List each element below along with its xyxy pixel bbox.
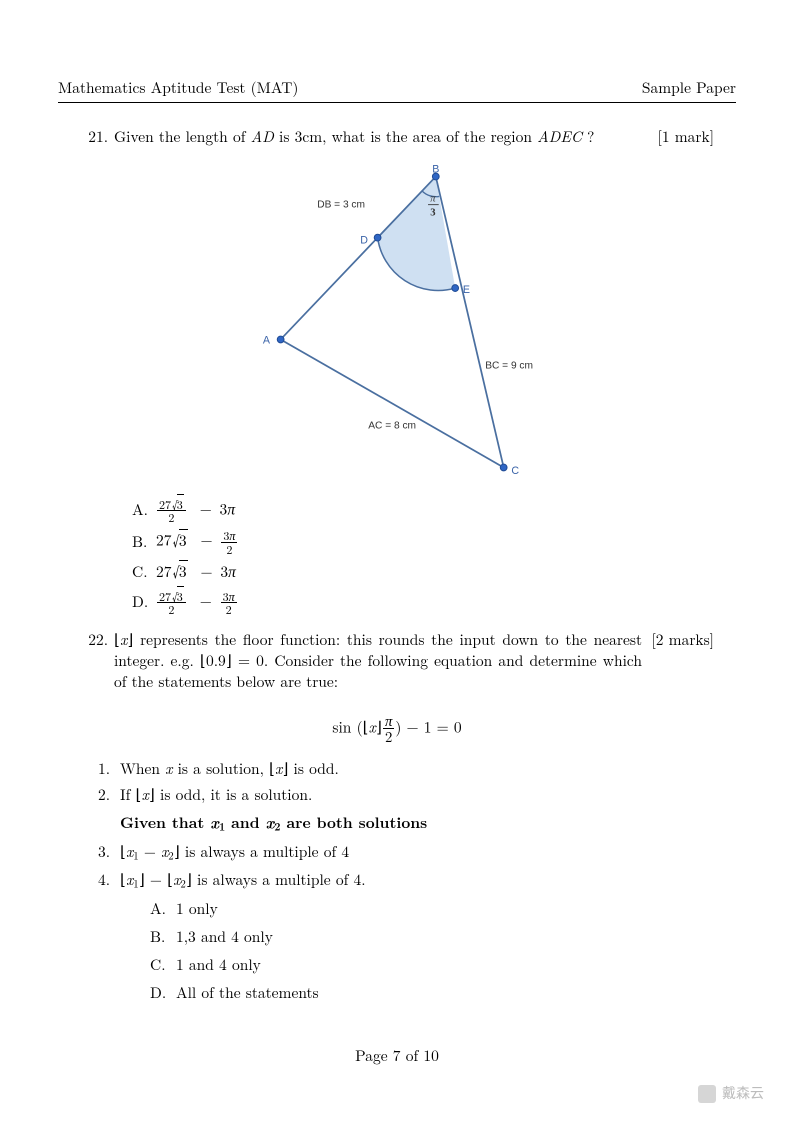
q22-equation: sin (⌊x⌋π2) − 1 = 0 xyxy=(80,713,714,745)
q21-marks: [1 mark] xyxy=(642,127,714,148)
watermark: 戴森云 xyxy=(698,1084,764,1103)
q21-option-B: B. 273 − 3π2 xyxy=(132,529,714,555)
q22-stmt-4: 4. ⌊x1⌋ − ⌊x2⌋ is always a multiple of 4… xyxy=(98,870,714,892)
q22-number: 22. xyxy=(80,630,114,651)
q22-statements: 1. When x is a solution, ⌊x⌋ is odd. 2. … xyxy=(98,759,714,893)
q21-number: 21. xyxy=(80,127,114,148)
watermark-text: 戴森云 xyxy=(722,1084,764,1103)
header-right: Sample Paper xyxy=(642,78,736,99)
label-BC: BC = 9 cm xyxy=(485,360,533,371)
q21-figure: B A C D E DB = 3 cm BC = 9 cm AC = 8 cm … xyxy=(80,162,714,488)
q22-stmt-2: 2. If ⌊x⌋ is odd, it is a solution. xyxy=(98,785,714,806)
q21-options: A. 2732 − 3π B. 273 − 3π2 C. 273 − xyxy=(132,498,714,616)
triangle-diagram: B A C D E DB = 3 cm BC = 9 cm AC = 8 cm … xyxy=(237,162,557,482)
header-left: Mathematics Aptitude Test (MAT) xyxy=(58,78,298,99)
label-C: C xyxy=(511,465,519,477)
q22-text: ⌊x⌋ represents the floor function: this … xyxy=(114,630,642,693)
label-A: A xyxy=(263,334,271,346)
q21-option-C: C. 273 − 3π xyxy=(132,561,714,585)
q22-choice-A: A.1 only xyxy=(150,899,714,920)
question-21: 21. Given the length of AD is 3cm, what … xyxy=(80,127,714,148)
q22-stmt-3: 3. ⌊x1 − x2⌋ is always a multiple of 4 xyxy=(98,842,714,864)
page-footer: Page 7 of 10 xyxy=(0,1046,794,1067)
page-header: Mathematics Aptitude Test (MAT) Sample P… xyxy=(58,78,736,103)
q22-marks: [2 marks] xyxy=(642,630,714,651)
q21-text: Given the length of AD is 3cm, what is t… xyxy=(114,127,642,148)
label-AC: AC = 8 cm xyxy=(368,421,416,432)
label-angle-3: 3 xyxy=(430,207,435,218)
q22-choices: A.1 only B.1,3 and 4 only C.1 and 4 only… xyxy=(150,899,714,1004)
q22-stmt-1: 1. When x is a solution, ⌊x⌋ is odd. xyxy=(98,759,714,780)
q21-option-A: A. 2732 − 3π xyxy=(132,498,714,524)
label-B: B xyxy=(432,164,439,176)
q21-option-D: D. 2732 − 3π2 xyxy=(132,590,714,616)
q22-choice-D: D.All of the statements xyxy=(150,983,714,1004)
q22-choice-B: B.1,3 and 4 only xyxy=(150,927,714,948)
label-E: E xyxy=(463,284,470,296)
label-DB: DB = 3 cm xyxy=(317,199,365,210)
label-D: D xyxy=(360,234,368,246)
label-angle-pi: π xyxy=(430,194,436,205)
q22-choice-C: C.1 and 4 only xyxy=(150,955,714,976)
watermark-icon xyxy=(698,1085,716,1103)
question-22: 22. ⌊x⌋ represents the floor function: t… xyxy=(80,630,714,693)
q22-given: Given that x1 and x2 are both solutions xyxy=(98,812,714,835)
